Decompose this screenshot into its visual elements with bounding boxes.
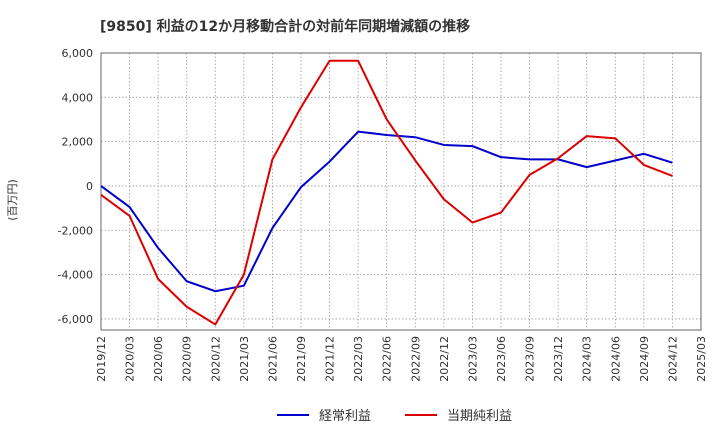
series-line-2	[100, 59, 673, 326]
x-tick-label: 2022/03	[352, 336, 365, 382]
plot-background	[101, 53, 701, 330]
x-tick-label: 2021/12	[324, 336, 337, 382]
x-tick-label: 2022/06	[381, 336, 394, 382]
x-tick-label: 2021/06	[266, 336, 279, 382]
x-tick-label: 2021/09	[295, 336, 308, 382]
y-tick-label: -4,000	[58, 269, 93, 282]
y-tick-label: 4,000	[62, 91, 94, 104]
plot-area: 2019/12 2020/03 2020/06 2020/09 2020/12 2021/…	[58, 47, 708, 382]
plot-frame	[100, 52, 702, 331]
y-axis-label: (百万円)	[6, 179, 19, 221]
x-tick-label: 2019/12	[95, 336, 108, 382]
x-tick-label: 2022/09	[409, 336, 422, 382]
x-tick-label: 2020/06	[152, 336, 165, 382]
x-tick-label: 2022/12	[438, 336, 451, 382]
y-tick-label: 2,000	[62, 136, 94, 149]
y-tick-label: 0	[86, 180, 93, 193]
chart-title: [9850] 利益の12か月移動合計の対前年同期増減額の推移	[100, 18, 470, 35]
x-tick-label: 2020/03	[124, 336, 137, 382]
x-tick-label: 2020/09	[181, 336, 194, 382]
x-tick-label: 2024/03	[581, 336, 594, 382]
x-tick-label: 2023/03	[466, 336, 479, 382]
x-tick-label: 2024/09	[638, 336, 651, 382]
x-tick-label: 2024/06	[609, 336, 622, 382]
x-tick-label: 2023/06	[495, 336, 508, 382]
x-tick-label: 2023/09	[524, 336, 537, 382]
legend-label-1: 経常利益	[319, 409, 371, 424]
x-tick-label: 2024/12	[666, 336, 679, 382]
y-tick-label: -6,000	[58, 313, 93, 326]
x-tick-label: 2023/12	[552, 336, 565, 382]
x-tick-label: 2021/03	[238, 336, 251, 382]
x-tick-label: 2020/12	[209, 336, 222, 382]
legend: 経常利益 当期純利益	[277, 409, 512, 424]
y-tick-label: 6,000	[62, 47, 94, 60]
y-tick-label: -2,000	[58, 224, 93, 237]
x-tick-label: 2025/03	[695, 336, 708, 382]
legend-label-2: 当期純利益	[447, 409, 512, 424]
series-line-1	[100, 130, 673, 293]
